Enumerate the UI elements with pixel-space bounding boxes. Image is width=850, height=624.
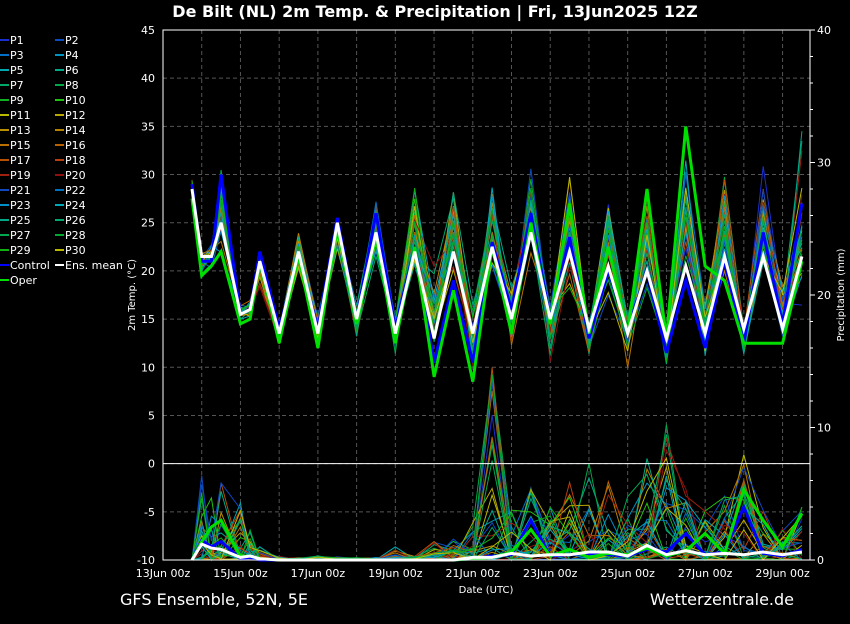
y-tick-label: 0 [148, 458, 155, 471]
legend-label: P5 [10, 64, 24, 77]
ens-mean-precip-line [190, 542, 803, 562]
y-tick-label: 15 [141, 313, 155, 326]
y-right-tick-label: 20 [817, 289, 831, 302]
x-tick-label: 13Jun 00z [136, 567, 191, 580]
legend-label: P24 [65, 199, 86, 212]
legend-label: P29 [10, 244, 31, 257]
legend-label: P28 [65, 229, 86, 242]
member-lines [191, 131, 803, 562]
legend-label: P15 [10, 139, 31, 152]
x-tick-label: 21Jun 00z [446, 567, 501, 580]
legend-label: P21 [10, 184, 31, 197]
y-tick-label: 45 [141, 24, 155, 37]
legend-label: P8 [65, 79, 79, 92]
y-axis-right-label: Precipitation (mm) [836, 248, 847, 341]
legend-label: P14 [65, 124, 86, 137]
member-precip-line-p29 [191, 493, 803, 562]
legend-label: P18 [65, 154, 86, 167]
chart-title: De Bilt (NL) 2m Temp. & Precipitation | … [172, 2, 697, 22]
legend-label: P30 [65, 244, 86, 257]
legend-label: P11 [10, 109, 31, 122]
y-tick-label: 10 [141, 361, 155, 374]
y-right-tick-label: 0 [817, 554, 824, 567]
y-right-tick-label: 40 [817, 24, 831, 37]
ens-mean-temp-line [190, 188, 804, 345]
y-right-tick-label: 30 [817, 157, 831, 170]
x-axis-label: Date (UTC) [459, 585, 514, 596]
member-precip-line-p12 [192, 465, 803, 562]
x-tick-label: 15Jun 00z [213, 567, 268, 580]
legend-label: P26 [65, 214, 86, 227]
legend-label: P17 [10, 154, 31, 167]
legend-label: P16 [65, 139, 86, 152]
legend-label: P2 [65, 34, 79, 47]
y-tick-label: 20 [141, 265, 155, 278]
axes: -10 -5 0 5 10 15 20 25 30 35 40 45 13Jun 00z 15Jun 00… [136, 24, 831, 580]
legend-label: Control [10, 259, 50, 272]
footer-left: GFS Ensemble, 52N, 5E [120, 590, 308, 609]
legend-label: P23 [10, 199, 31, 212]
main-lines [190, 126, 804, 562]
legend-label: P4 [65, 49, 79, 62]
legend: P1 P2 P3 P4 P5 P6 P7 P8 P9 P10 P11 P12 P13 P14 P15 P16 P… [0, 34, 123, 287]
legend-label: P9 [10, 94, 24, 107]
legend-label: P12 [65, 109, 86, 122]
member-temp-line-p20 [191, 185, 803, 366]
y-right-tick-label: 10 [817, 422, 831, 435]
y-tick-label: -5 [144, 506, 155, 519]
legend-label: Ens. mean [65, 259, 123, 272]
legend-label: P3 [10, 49, 24, 62]
y-tick-label: 5 [148, 409, 155, 422]
legend-label: P27 [10, 229, 31, 242]
legend-label: P25 [10, 214, 31, 227]
legend-label: P7 [10, 79, 24, 92]
footer-right: Wetterzentrale.de [650, 590, 794, 609]
legend-label: P22 [65, 184, 86, 197]
x-tick-label: 23Jun 00z [523, 567, 578, 580]
y-tick-label: 30 [141, 169, 155, 182]
legend-label: P20 [65, 169, 86, 182]
y-tick-label: -10 [137, 554, 155, 567]
y-tick-label: 25 [141, 217, 155, 230]
x-tick-label: 27Jun 00z [678, 567, 733, 580]
y-tick-label: 35 [141, 120, 155, 133]
legend-label: P6 [65, 64, 79, 77]
legend-label: P13 [10, 124, 31, 137]
x-tick-label: 25Jun 00z [600, 567, 655, 580]
legend-label: P10 [65, 94, 86, 107]
legend-label: P1 [10, 34, 24, 47]
legend-label: Oper [10, 274, 37, 287]
x-tick-label: 29Jun 00z [755, 567, 810, 580]
y-tick-label: 40 [141, 72, 155, 85]
legend-label: P19 [10, 169, 31, 182]
y-axis-label: 2m Temp. (°C) [127, 259, 138, 331]
x-tick-label: 19Jun 00z [368, 567, 423, 580]
x-tick-label: 17Jun 00z [291, 567, 346, 580]
